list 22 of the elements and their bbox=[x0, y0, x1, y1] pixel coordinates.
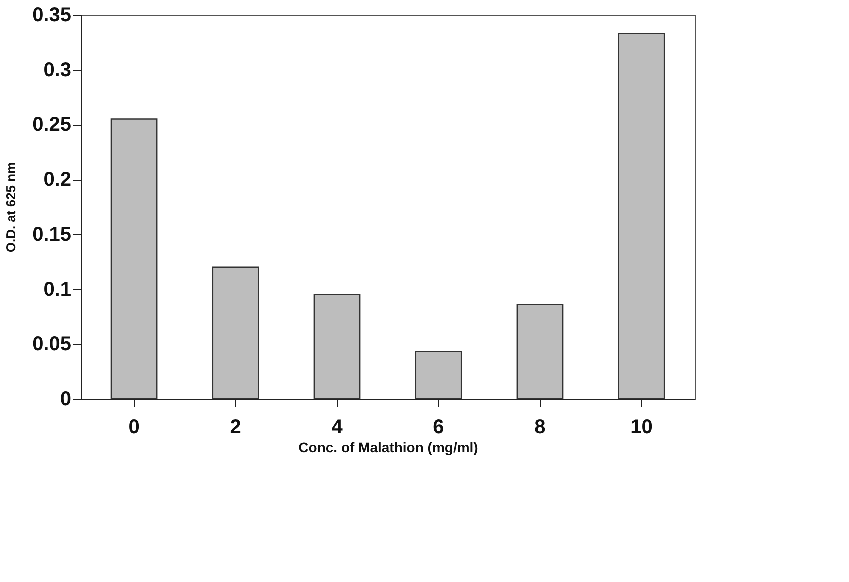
x-tick-label: 2 bbox=[230, 416, 242, 438]
x-tick-label: 8 bbox=[534, 416, 546, 438]
x-tick-label: 10 bbox=[630, 416, 653, 438]
bar bbox=[415, 351, 462, 400]
x-tick-label: 0 bbox=[128, 416, 140, 438]
y-axis-title: O.D. at 625 nm bbox=[4, 162, 19, 253]
y-tick-label: 0.1 bbox=[44, 278, 72, 301]
x-tick-label: 4 bbox=[332, 416, 344, 438]
bar bbox=[110, 118, 158, 400]
y-tick-label: 0.3 bbox=[44, 59, 72, 82]
bar bbox=[314, 294, 361, 400]
y-tick-label: 0.05 bbox=[32, 334, 72, 356]
y-tick-label: 0.25 bbox=[32, 114, 72, 136]
bar bbox=[618, 33, 666, 400]
bar bbox=[516, 304, 564, 400]
y-tick-label: 0.2 bbox=[44, 169, 72, 192]
x-axis-title: Conc. of Malathion (mg/ml) bbox=[298, 440, 478, 456]
y-tick-label: 0.15 bbox=[32, 224, 72, 246]
x-tick-label: 6 bbox=[433, 416, 444, 438]
y-tick-label: 0 bbox=[60, 388, 72, 410]
bar bbox=[212, 266, 260, 400]
y-tick-label: 0.35 bbox=[32, 4, 72, 26]
